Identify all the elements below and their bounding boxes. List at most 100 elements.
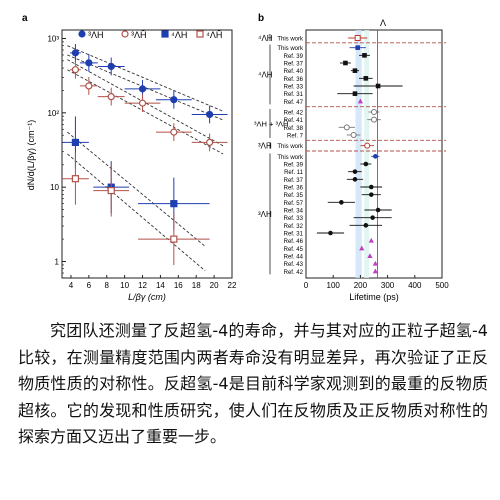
x-tick-label: 4 <box>69 281 74 290</box>
row-label: Ref. 45 <box>284 247 304 253</box>
figure: a dN/d(L/βγ) (cm⁻¹) L/βγ (cm) ³ΛH ³ΛH̄ ⁴ΛH… <box>22 13 449 302</box>
row-label: Ref. 39 <box>284 54 304 60</box>
panel-b-xticks: 0 100 200 300 400 500 <box>304 275 449 290</box>
data-point <box>371 116 377 123</box>
legend-label: ³ΛH̄ <box>131 30 147 40</box>
row-label: This work <box>277 37 304 43</box>
data-point <box>107 93 115 101</box>
x-tick-label: 0 <box>304 281 309 290</box>
group-label: ³ΛH + ³ΛH̄ <box>254 120 288 129</box>
legend-marker <box>78 30 86 38</box>
data-point <box>170 200 178 208</box>
data-point <box>371 109 377 115</box>
x-tick-label: 16 <box>174 281 183 290</box>
data-point <box>71 138 80 147</box>
data-point <box>206 138 214 147</box>
row-label: Ref. 37 <box>284 62 304 68</box>
fit-line <box>67 131 206 247</box>
x-tick-label: 400 <box>408 281 422 290</box>
row-label: Ref. 7 <box>287 134 304 140</box>
panel-a-label: a <box>22 13 28 24</box>
row-label: Ref. 37 <box>284 178 304 184</box>
group-label: ³ΛH̄ <box>258 142 272 151</box>
row-label: Ref. 39 <box>284 163 304 169</box>
data-point <box>363 223 369 228</box>
panel-b-frame <box>305 29 443 279</box>
row-label: This work <box>277 155 304 161</box>
data-point <box>85 59 93 67</box>
row-label: Ref. 43 <box>284 262 304 268</box>
legend-label: ⁴ΛH̄ <box>206 30 222 40</box>
row-label: Ref. 11 <box>284 170 304 176</box>
x-tick-label: 18 <box>192 281 201 290</box>
panel-b-bands <box>306 30 446 278</box>
panel-b-xlabel: Lifetime (ps) <box>349 292 399 302</box>
data-point <box>339 200 344 205</box>
panel-b-label: b <box>258 13 264 24</box>
group-label: ⁴ΛH <box>258 71 273 80</box>
data-point <box>328 230 333 236</box>
data-point <box>350 132 357 138</box>
data-point <box>206 110 214 119</box>
row-label: Ref. 33 <box>284 85 304 91</box>
x-tick-label: 300 <box>381 281 395 290</box>
x-tick-label: 14 <box>156 281 165 290</box>
row-label: Ref. 41 <box>284 118 304 124</box>
row-label: Ref. 34 <box>284 209 304 215</box>
panel-b-groups: ⁴ΛH̄ ⁴ΛH ³ΛH + ³ΛH̄ ³ΛH̄ ³ΛH <box>254 34 288 275</box>
data-point <box>368 184 374 190</box>
y-tick-label: 10³ <box>47 34 59 43</box>
row-label: This work <box>277 144 304 150</box>
y-tick-label: 1 <box>55 258 60 267</box>
data-point <box>373 154 378 159</box>
row-label: Ref. 47 <box>284 100 304 106</box>
x-tick-label: 12 <box>138 281 147 290</box>
group-label: ³ΛH <box>258 210 272 219</box>
legend-marker <box>161 30 169 38</box>
data-point <box>138 85 147 93</box>
row-label: Ref. 42 <box>284 111 304 117</box>
data-point <box>170 128 178 136</box>
panel-a-xticks: 4 6 8 10 12 14 16 18 20 22 <box>69 275 237 290</box>
data-point <box>107 62 115 71</box>
data-point <box>138 99 147 107</box>
panel-a-frame <box>61 29 233 279</box>
figure-svg: a dN/d(L/βγ) (cm⁻¹) L/βγ (cm) ³ΛH ³ΛH̄ ⁴ΛH… <box>22 13 449 302</box>
data-point <box>355 45 360 50</box>
data-point <box>372 260 378 266</box>
data-point <box>370 215 375 220</box>
data-point <box>170 96 178 104</box>
row-label: Ref. 57 <box>284 201 304 207</box>
x-tick-label: 6 <box>87 281 92 290</box>
x-tick-label: 500 <box>435 281 449 290</box>
x-tick-label: 200 <box>354 281 368 290</box>
data-point <box>343 124 350 131</box>
panel-a-yticks: 10³ 10² 10 1 <box>47 34 66 279</box>
row-label: This work <box>277 46 304 52</box>
row-label: Ref. 38 <box>284 126 304 132</box>
x-tick-label: 100 <box>327 281 341 290</box>
row-label: Ref. 44 <box>284 255 304 261</box>
row-label: Ref. 31 <box>284 232 304 238</box>
data-point <box>359 245 365 251</box>
row-label: Ref. 46 <box>284 239 304 245</box>
panel-a-xlabel: L/βγ (cm) <box>128 292 166 302</box>
data-point <box>107 186 115 195</box>
data-point <box>363 76 369 81</box>
data-point <box>170 235 178 243</box>
row-label: Ref. 40 <box>284 69 304 75</box>
panel-a-legend: ³ΛH ³ΛH̄ ⁴ΛH ⁴ΛH̄ <box>78 30 222 40</box>
panel-a-marks <box>62 43 228 266</box>
data-point <box>352 68 358 73</box>
article-paragraph: 究团队还测量了反超氢-4的寿命，并与其对应的正粒子超氢-4比较，在测量精度范围内… <box>18 321 488 446</box>
x-tick-label: 20 <box>210 281 219 290</box>
data-point <box>352 169 358 174</box>
row-label: Ref. 33 <box>284 216 304 222</box>
fit-line <box>67 69 224 155</box>
data-point <box>368 237 374 243</box>
y-tick-label: 10 <box>50 183 59 192</box>
legend-marker <box>121 30 129 38</box>
legend-label: ³ΛH <box>88 30 104 40</box>
data-point <box>352 177 358 182</box>
